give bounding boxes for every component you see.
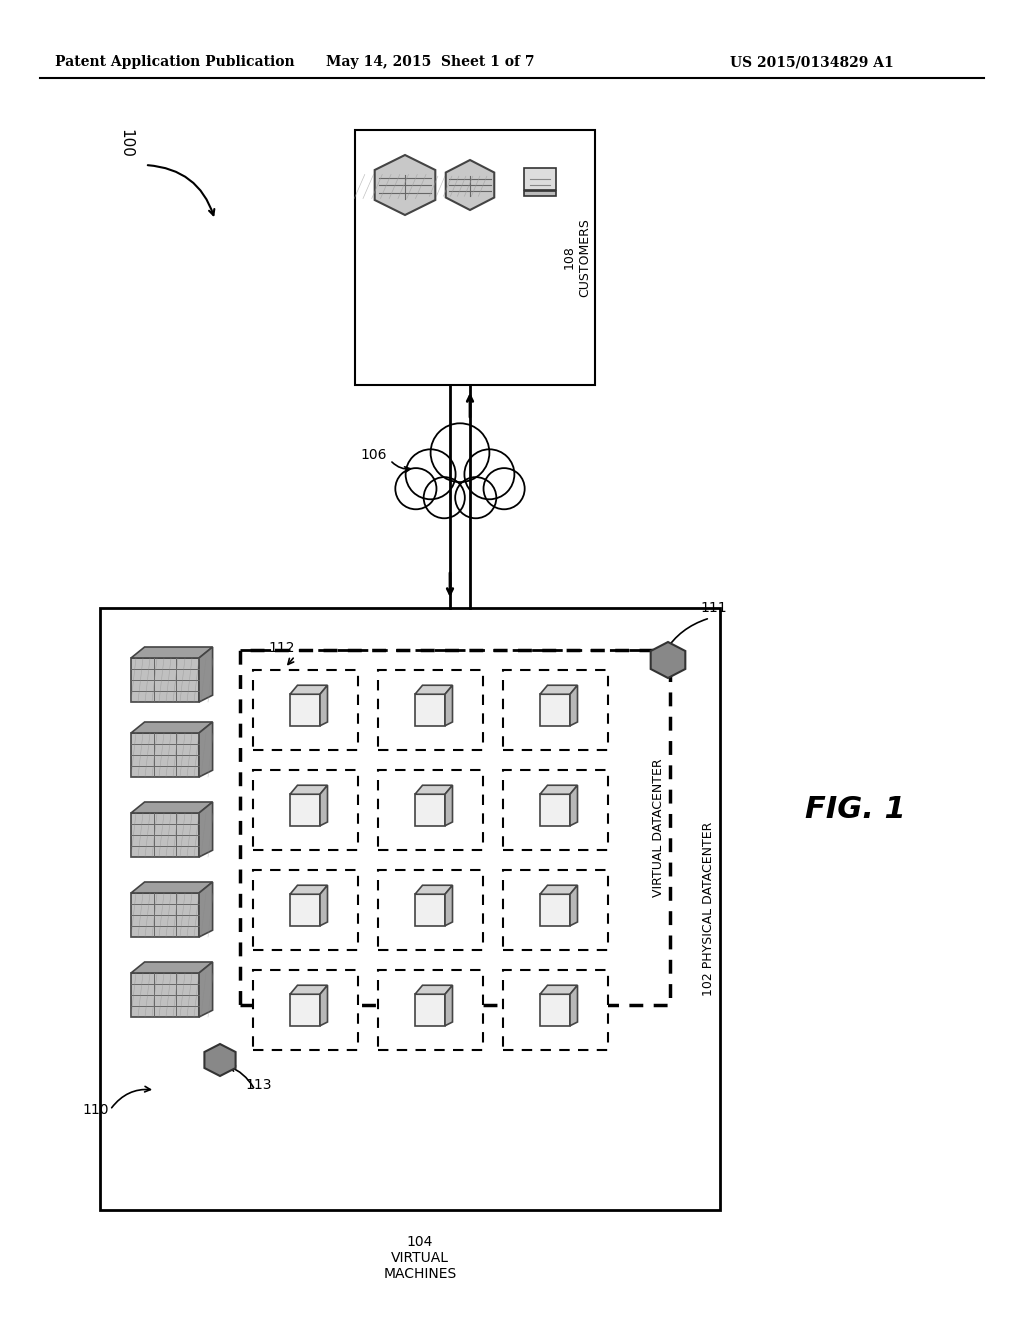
Bar — [131, 973, 199, 1016]
Polygon shape — [290, 685, 328, 694]
Text: 104
VIRTUAL
MACHINES: 104 VIRTUAL MACHINES — [383, 1236, 457, 1282]
Polygon shape — [570, 985, 578, 1026]
Text: 108
CUSTOMERS: 108 CUSTOMERS — [563, 218, 591, 297]
Polygon shape — [131, 647, 213, 657]
Text: 111: 111 — [700, 601, 727, 615]
Bar — [524, 191, 556, 197]
Polygon shape — [570, 886, 578, 925]
Text: Patent Application Publication: Patent Application Publication — [55, 55, 295, 69]
Bar — [503, 671, 607, 750]
Bar — [131, 657, 199, 702]
Polygon shape — [445, 785, 453, 826]
Polygon shape — [540, 785, 578, 795]
Polygon shape — [445, 160, 495, 210]
Bar — [253, 870, 357, 950]
Polygon shape — [445, 685, 453, 726]
Polygon shape — [290, 985, 328, 994]
Bar — [415, 894, 445, 925]
Text: VIRTUAL DATACENTER: VIRTUAL DATACENTER — [651, 758, 665, 896]
Polygon shape — [199, 803, 213, 857]
Text: FIG. 1: FIG. 1 — [805, 796, 905, 825]
Circle shape — [424, 477, 465, 519]
Polygon shape — [415, 886, 453, 894]
Polygon shape — [650, 642, 685, 678]
Polygon shape — [540, 886, 578, 894]
Circle shape — [395, 469, 436, 510]
Bar — [100, 609, 720, 1210]
Bar — [378, 770, 482, 850]
Bar — [290, 894, 319, 925]
Polygon shape — [570, 685, 578, 726]
Polygon shape — [205, 1044, 236, 1076]
Text: 112: 112 — [268, 642, 295, 655]
Polygon shape — [131, 803, 213, 813]
Polygon shape — [445, 886, 453, 925]
Bar — [540, 994, 570, 1026]
Polygon shape — [319, 785, 328, 826]
Text: 100: 100 — [118, 128, 133, 157]
Polygon shape — [445, 985, 453, 1026]
Bar — [290, 795, 319, 826]
Bar — [524, 169, 556, 190]
Text: 113: 113 — [245, 1078, 271, 1092]
Polygon shape — [199, 882, 213, 937]
Bar — [355, 129, 595, 385]
Polygon shape — [199, 722, 213, 777]
Polygon shape — [415, 985, 453, 994]
Circle shape — [431, 424, 489, 482]
Bar — [415, 694, 445, 726]
Text: 110: 110 — [82, 1104, 109, 1117]
Circle shape — [456, 477, 497, 519]
Text: US 2015/0134829 A1: US 2015/0134829 A1 — [730, 55, 894, 69]
Polygon shape — [131, 882, 213, 894]
Text: May 14, 2015  Sheet 1 of 7: May 14, 2015 Sheet 1 of 7 — [326, 55, 535, 69]
Text: 102 PHYSICAL DATACENTER: 102 PHYSICAL DATACENTER — [701, 822, 715, 997]
Text: 106: 106 — [360, 447, 386, 462]
Bar — [131, 894, 199, 937]
Bar — [415, 994, 445, 1026]
Polygon shape — [131, 962, 213, 973]
Polygon shape — [290, 785, 328, 795]
Bar — [503, 970, 607, 1049]
Bar — [240, 649, 670, 1005]
Bar — [503, 770, 607, 850]
Polygon shape — [319, 985, 328, 1026]
Bar — [540, 894, 570, 925]
Polygon shape — [319, 886, 328, 925]
Bar — [290, 994, 319, 1026]
Bar — [253, 970, 357, 1049]
Circle shape — [483, 469, 524, 510]
Bar — [131, 813, 199, 857]
Polygon shape — [415, 685, 453, 694]
Polygon shape — [540, 685, 578, 694]
Polygon shape — [131, 722, 213, 733]
Polygon shape — [375, 154, 435, 215]
Polygon shape — [319, 685, 328, 726]
Bar — [378, 870, 482, 950]
Polygon shape — [415, 785, 453, 795]
Bar — [540, 694, 570, 726]
Circle shape — [406, 449, 456, 499]
Bar — [253, 770, 357, 850]
Bar — [131, 733, 199, 777]
Polygon shape — [540, 985, 578, 994]
Bar — [540, 795, 570, 826]
Bar — [378, 671, 482, 750]
Circle shape — [465, 449, 514, 499]
Polygon shape — [290, 886, 328, 894]
Polygon shape — [199, 647, 213, 702]
Polygon shape — [199, 962, 213, 1016]
Polygon shape — [395, 424, 524, 519]
Bar — [378, 970, 482, 1049]
Bar — [503, 870, 607, 950]
Bar — [415, 795, 445, 826]
Polygon shape — [570, 785, 578, 826]
Bar — [253, 671, 357, 750]
Bar — [290, 694, 319, 726]
